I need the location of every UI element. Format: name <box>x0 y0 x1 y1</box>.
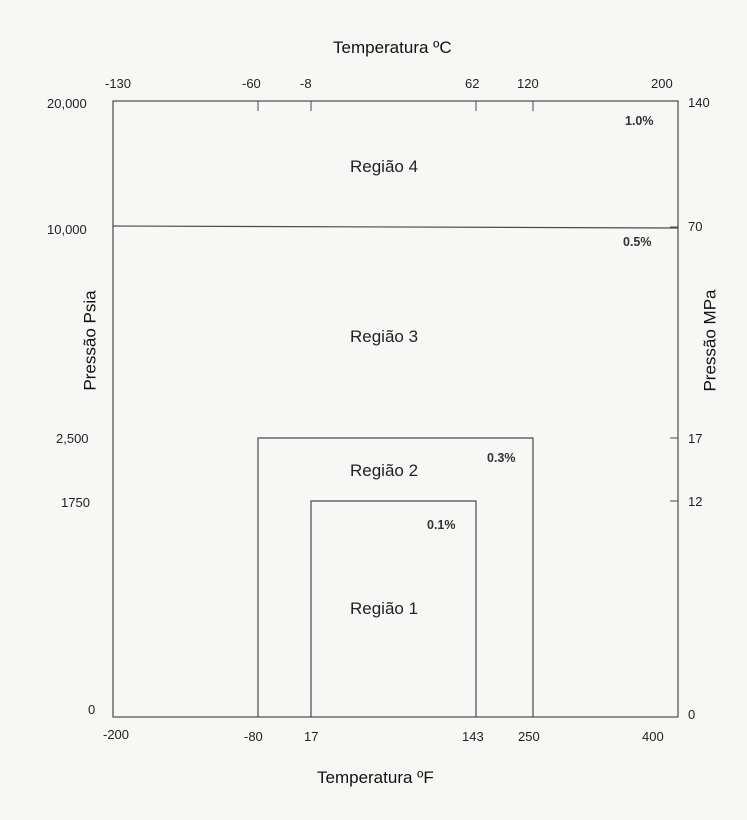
top-tick-label: -60 <box>242 77 261 90</box>
outer-frame <box>113 101 678 717</box>
right-axis-title: Pressão MPa <box>702 286 719 396</box>
left-tick-label: 1750 <box>61 496 90 509</box>
bottom-tick-label: 143 <box>462 730 484 743</box>
top-tick-label: -8 <box>300 77 312 90</box>
bottom-tick-label: -80 <box>244 730 263 743</box>
region-4-accuracy: 1.0% <box>625 115 654 128</box>
right-tick-label: 0 <box>688 708 695 721</box>
bottom-tick-label: 17 <box>304 730 318 743</box>
left-axis-title: Pressão Psia <box>82 286 99 396</box>
region-2-accuracy: 0.3% <box>487 452 516 465</box>
left-tick-label: 20,000 <box>47 97 87 110</box>
bottom-axis-title: Temperatura ºF <box>317 769 434 786</box>
region-4-label: Região 4 <box>350 158 418 175</box>
top-tick-label: 120 <box>517 77 539 90</box>
region-1-label: Região 1 <box>350 600 418 617</box>
right-tick-label: 70 <box>688 220 702 233</box>
left-tick-label: 2,500 <box>56 432 89 445</box>
region-3-label: Região 3 <box>350 328 418 345</box>
region-2-label: Região 2 <box>350 462 418 479</box>
boundary-region-4 <box>113 226 678 228</box>
right-tick-label: 140 <box>688 96 710 109</box>
right-tick-label: 17 <box>688 432 702 445</box>
left-tick-label: 10,000 <box>47 223 87 236</box>
bottom-tick-label: 400 <box>642 730 664 743</box>
bottom-tick-label: 250 <box>518 730 540 743</box>
left-tick-label: 0 <box>88 703 95 716</box>
top-axis-title: Temperatura ºC <box>333 39 452 56</box>
region-1-accuracy: 0.1% <box>427 519 456 532</box>
bottom-tick-label: -200 <box>103 728 129 741</box>
region-3-accuracy: 0.5% <box>623 236 652 249</box>
right-tick-label: 12 <box>688 495 702 508</box>
top-tick-label: 62 <box>465 77 479 90</box>
top-tick-label: -130 <box>105 77 131 90</box>
top-tick-label: 200 <box>651 77 673 90</box>
